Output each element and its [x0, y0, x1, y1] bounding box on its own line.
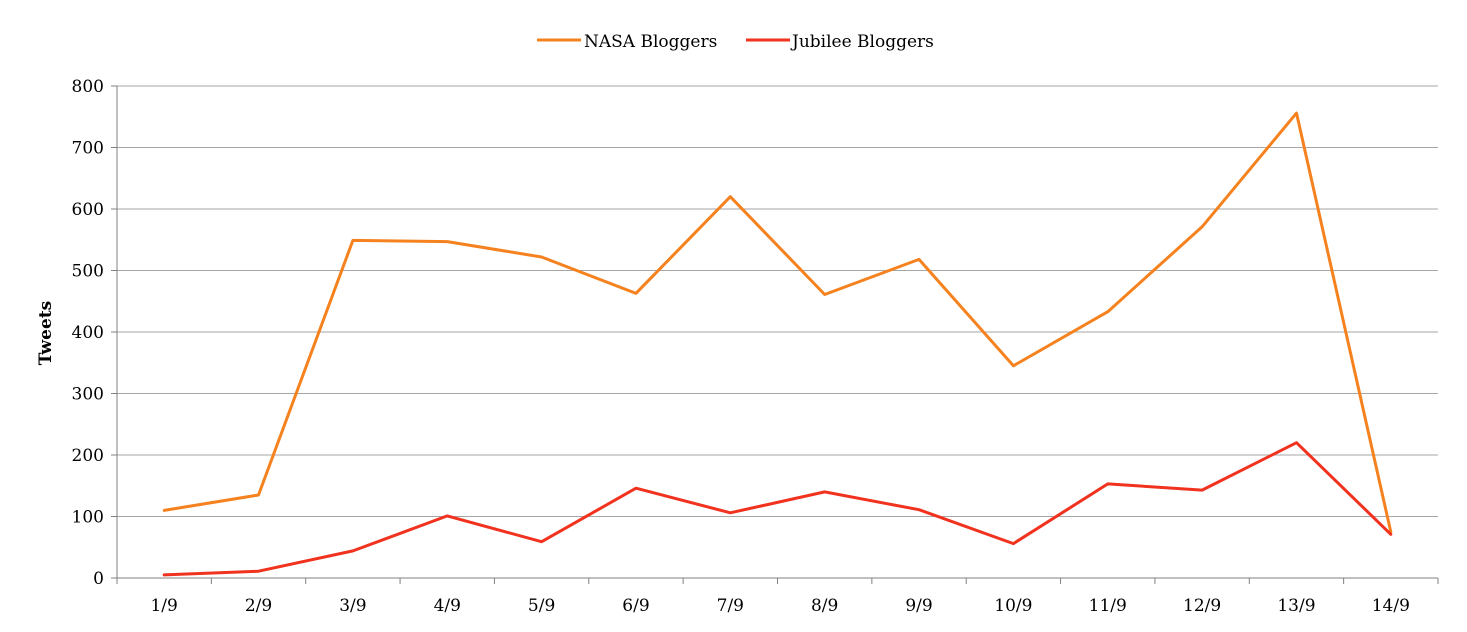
x-tick-label: 10/9 — [994, 596, 1032, 616]
y-axis-title: Tweets — [36, 301, 56, 365]
y-tick-label: 700 — [72, 139, 104, 159]
y-tick-label: 100 — [72, 508, 104, 528]
x-tick-label: 2/9 — [245, 596, 272, 616]
x-tick-label: 9/9 — [905, 596, 932, 616]
gridlines — [117, 85, 1438, 517]
x-tick-label: 5/9 — [528, 596, 555, 616]
y-tick-label: 500 — [72, 262, 104, 282]
x-tick-label: 7/9 — [717, 596, 744, 616]
series-lines — [162, 111, 1393, 577]
x-tick-label: 11/9 — [1089, 596, 1127, 616]
series-line-1 — [162, 441, 1393, 577]
legend-label-0: NASA Bloggers — [584, 32, 717, 52]
x-tick-label: 6/9 — [622, 596, 649, 616]
y-tick-label: 0 — [93, 569, 104, 589]
legend: NASA Bloggers Jubilee Bloggers — [537, 32, 934, 52]
legend-label-1: Jubilee Bloggers — [790, 32, 934, 52]
y-tick-label: 400 — [72, 323, 104, 343]
x-tick-label: 3/9 — [339, 596, 366, 616]
y-tick-label: 300 — [72, 385, 104, 405]
x-tick-label: 14/9 — [1372, 596, 1410, 616]
x-tick-label: 4/9 — [434, 596, 461, 616]
axes: 0 100 200 300 400 500 600 700 800 1/9 2/9 3/9 4/9 5/9… — [72, 77, 1439, 616]
series-line-0 — [162, 111, 1393, 534]
x-tick-label: 8/9 — [811, 596, 838, 616]
y-tick-label: 600 — [72, 200, 104, 220]
x-tick-label: 12/9 — [1183, 596, 1221, 616]
y-tick-label: 800 — [72, 77, 104, 97]
x-tick-label: 1/9 — [150, 596, 177, 616]
x-tick-label: 13/9 — [1277, 596, 1315, 616]
y-tick-label: 200 — [72, 446, 104, 466]
